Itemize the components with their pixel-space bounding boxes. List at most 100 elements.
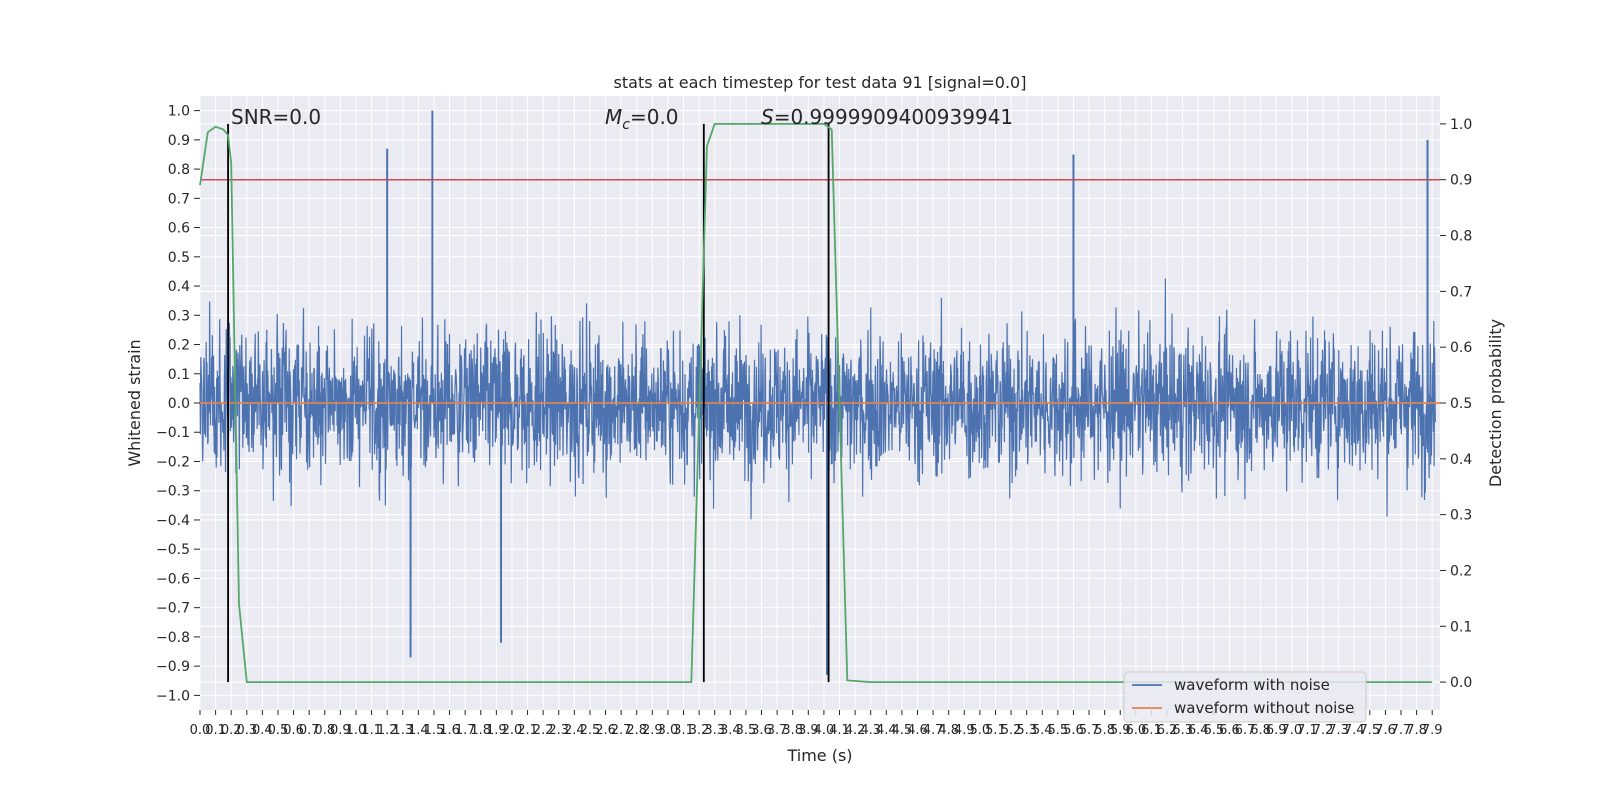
x-tick-label: 3.9 bbox=[798, 723, 819, 738]
y-tick-label: 0.7 bbox=[168, 191, 190, 207]
y-tick-label: −0.4 bbox=[156, 513, 190, 529]
x-tick-label: 5.0 bbox=[970, 723, 991, 738]
x-tick-label: 7.3 bbox=[1328, 723, 1349, 738]
x-tick-label: 3.3 bbox=[704, 723, 725, 738]
x-tick-label: 5.4 bbox=[1032, 723, 1053, 738]
y-axis-right-label: Detection probability bbox=[1486, 319, 1505, 487]
x-tick-label: 7.7 bbox=[1391, 723, 1412, 738]
x-tick-label: 1.5 bbox=[424, 723, 445, 738]
x-tick-label: 2.4 bbox=[564, 723, 585, 738]
x-tick-label: 2.5 bbox=[580, 723, 601, 738]
x-tick-label: 4.4 bbox=[876, 723, 897, 738]
x-tick-label: 6.5 bbox=[1203, 723, 1224, 738]
x-tick-label: 4.2 bbox=[845, 723, 866, 738]
y-right-tick-label: 1.0 bbox=[1450, 117, 1472, 133]
x-tick-label: 4.9 bbox=[954, 723, 975, 738]
x-tick-label: 0.9 bbox=[330, 723, 351, 738]
x-tick-label: 7.5 bbox=[1359, 723, 1380, 738]
y-right-tick-label: 0.4 bbox=[1450, 452, 1472, 468]
x-tick-label: 6.1 bbox=[1141, 723, 1162, 738]
y-right-tick-label: 0.5 bbox=[1450, 396, 1472, 412]
x-tick-label: 6.8 bbox=[1250, 723, 1271, 738]
x-tick-label: 1.8 bbox=[470, 723, 491, 738]
x-tick-label: 3.1 bbox=[673, 723, 694, 738]
x-tick-label: 6.6 bbox=[1219, 723, 1240, 738]
x-tick-label: 4.3 bbox=[860, 723, 881, 738]
data-layer bbox=[199, 110, 1440, 683]
series-detection-probability bbox=[199, 123, 1433, 683]
x-tick-label: 3.6 bbox=[751, 723, 772, 738]
y-tick-label: −0.2 bbox=[156, 454, 190, 470]
x-tick-label: 5.7 bbox=[1079, 723, 1100, 738]
chirp-mass-symbol: M bbox=[605, 105, 622, 129]
chirp-mass-annotation: Mc=0.0 bbox=[605, 105, 679, 133]
y-right-tick-label: 0.9 bbox=[1450, 173, 1472, 189]
x-axis-label: Time (s) bbox=[786, 746, 852, 765]
x-tick-label: 2.3 bbox=[548, 723, 569, 738]
chirp-mass-subscript: c bbox=[622, 117, 630, 133]
x-tick-label: 2.9 bbox=[642, 723, 663, 738]
x-tick-label: 1.9 bbox=[486, 723, 507, 738]
x-tick-label: 3.4 bbox=[720, 723, 741, 738]
x-tick-label: 4.0 bbox=[814, 723, 835, 738]
x-tick-label: 2.8 bbox=[626, 723, 647, 738]
y-tick-label: 0.9 bbox=[168, 133, 190, 149]
x-tick-label: 5.9 bbox=[1110, 723, 1131, 738]
ticks: 1.00.90.80.70.60.50.40.30.20.10.0−0.1−0.… bbox=[156, 104, 1472, 738]
x-tick-label: 5.8 bbox=[1094, 723, 1115, 738]
series-waveform-with-noise bbox=[199, 278, 1436, 520]
x-tick-label: 7.8 bbox=[1406, 723, 1427, 738]
y-right-tick-label: 0.3 bbox=[1450, 508, 1472, 524]
x-tick-label: 2.6 bbox=[595, 723, 616, 738]
y-right-tick-label: 0.0 bbox=[1450, 675, 1472, 691]
y-right-tick-label: 0.6 bbox=[1450, 340, 1472, 356]
x-tick-label: 4.6 bbox=[907, 723, 928, 738]
y-tick-label: 0.0 bbox=[168, 396, 190, 412]
x-tick-label: 2.2 bbox=[533, 723, 554, 738]
x-tick-label: 0.7 bbox=[299, 723, 320, 738]
x-tick-label: 3.2 bbox=[689, 723, 710, 738]
snr-annotation: SNR=0.0 bbox=[231, 105, 321, 129]
y-tick-label: −0.5 bbox=[156, 542, 190, 558]
y-tick-label: 0.1 bbox=[168, 367, 190, 383]
y-right-tick-label: 0.2 bbox=[1450, 563, 1472, 579]
x-tick-label: 0.6 bbox=[283, 723, 304, 738]
detection-score-symbol: S bbox=[761, 105, 774, 129]
y-tick-label: −0.7 bbox=[156, 601, 190, 617]
x-tick-label: 0.3 bbox=[236, 723, 257, 738]
x-tick-label: 7.2 bbox=[1313, 723, 1334, 738]
x-tick-label: 7.9 bbox=[1422, 723, 1443, 738]
x-tick-label: 7.6 bbox=[1375, 723, 1396, 738]
x-tick-label: 0.0 bbox=[190, 723, 211, 738]
y-tick-label: −0.8 bbox=[156, 630, 190, 646]
x-tick-label: 6.7 bbox=[1235, 723, 1256, 738]
x-tick-label: 3.5 bbox=[736, 723, 757, 738]
x-tick-label: 4.5 bbox=[892, 723, 913, 738]
x-tick-label: 3.7 bbox=[767, 723, 788, 738]
x-tick-label: 0.5 bbox=[268, 723, 289, 738]
detection-score-value: =0.9999909400939941 bbox=[774, 105, 1013, 129]
legend-label-waveform-with-noise: waveform with noise bbox=[1174, 676, 1330, 694]
x-tick-label: 4.7 bbox=[923, 723, 944, 738]
x-tick-label: 2.1 bbox=[517, 723, 538, 738]
y-tick-label: −1.0 bbox=[156, 688, 190, 704]
x-tick-label: 5.2 bbox=[1001, 723, 1022, 738]
y-tick-label: 0.8 bbox=[168, 162, 190, 178]
x-tick-label: 0.1 bbox=[205, 723, 226, 738]
y-tick-label: −0.3 bbox=[156, 484, 190, 500]
x-tick-label: 7.4 bbox=[1344, 723, 1365, 738]
x-tick-label: 1.0 bbox=[346, 723, 367, 738]
chart-title: stats at each timestep for test data 91 … bbox=[614, 73, 1027, 92]
x-tick-label: 1.6 bbox=[439, 723, 460, 738]
y-axis-label: Whitened strain bbox=[125, 339, 144, 466]
y-tick-label: 0.2 bbox=[168, 338, 190, 354]
x-tick-label: 5.3 bbox=[1016, 723, 1037, 738]
y-tick-label: 0.6 bbox=[168, 221, 190, 237]
x-tick-label: 5.6 bbox=[1063, 723, 1084, 738]
x-tick-label: 0.8 bbox=[314, 723, 335, 738]
y-tick-label: −0.6 bbox=[156, 571, 190, 587]
x-tick-label: 2.0 bbox=[502, 723, 523, 738]
x-tick-label: 7.1 bbox=[1297, 723, 1318, 738]
y-tick-label: −0.1 bbox=[156, 425, 190, 441]
